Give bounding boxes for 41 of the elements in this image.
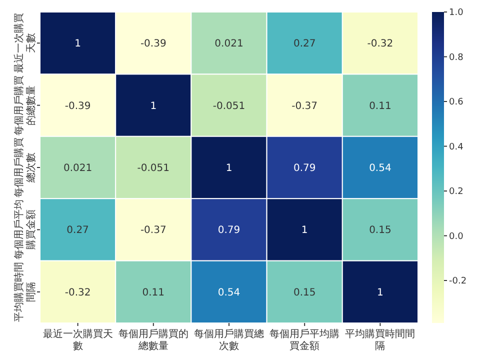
data-label: 1 — [301, 225, 308, 236]
color-bar-label: 0.2 — [449, 187, 464, 198]
data-label: -0.051 — [212, 100, 246, 112]
data-label: -0.32 — [367, 38, 394, 50]
data-label: 0.79 — [218, 225, 240, 236]
data-label: 0.15 — [369, 225, 392, 236]
x-tick-label: 每個用戶購買總次數 — [194, 328, 264, 352]
x-tick-label: 每個用戶平均購買金額 — [270, 328, 340, 352]
data-label: 0.021 — [214, 38, 244, 50]
data-label: 0.11 — [142, 287, 165, 298]
data-label: 1 — [150, 100, 157, 112]
data-label: 0.27 — [66, 225, 89, 236]
data-label: 0.15 — [293, 287, 316, 298]
y-tick-label: 每個用戶購買的總數量 — [13, 75, 37, 136]
data-label: -0.051 — [137, 163, 170, 174]
data-label: 0.021 — [63, 163, 92, 174]
color-bar-label: 0.4 — [449, 142, 464, 152]
data-label: 0.11 — [369, 100, 392, 112]
data-label: -0.37 — [140, 225, 166, 236]
data-label: 0.79 — [293, 163, 316, 174]
x-tick-label: 最近一次購買天數 — [42, 328, 113, 352]
data-label: 0.54 — [369, 163, 392, 174]
data-label: -0.39 — [140, 38, 166, 50]
x-tick-label: 平均購買時間間隔 — [345, 328, 416, 352]
color-bar-label: 0.0 — [449, 232, 464, 242]
y-tick-label: 每個用戶平均購買金額 — [13, 200, 37, 260]
data-label: 0.54 — [218, 287, 240, 298]
y-tick-label: 最近一次購買天數 — [13, 13, 37, 74]
color-bar-label: -0.2 — [449, 276, 467, 287]
x-tick-label: 每個用戶購買的總數量 — [118, 328, 188, 352]
data-label: 0.27 — [293, 38, 316, 50]
data-label: -0.39 — [64, 100, 91, 112]
data-label: 1 — [226, 163, 232, 174]
data-label: 1 — [74, 38, 81, 50]
color-bar-label: 0.6 — [449, 98, 464, 108]
y-tick-label: 每個用戶購買總次數 — [13, 138, 37, 198]
color-bar-label: 0.8 — [449, 52, 464, 63]
data-label: 1 — [377, 287, 384, 298]
color-bar-label: 1.0 — [449, 8, 464, 18]
data-label: -0.37 — [292, 100, 318, 112]
data-label: -0.32 — [64, 287, 91, 298]
